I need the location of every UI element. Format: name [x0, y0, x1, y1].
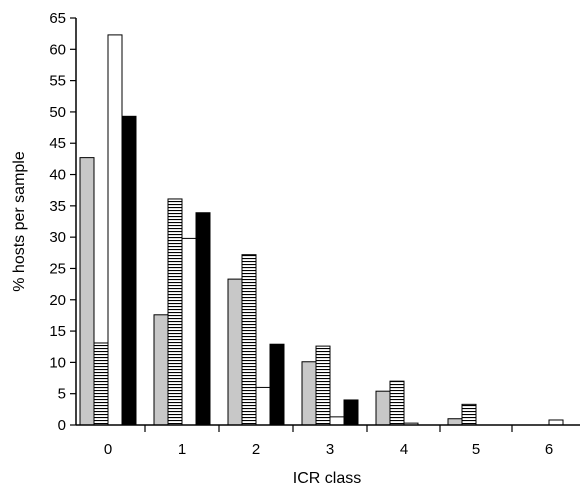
bar-series-2-class-0 [93, 342, 109, 426]
bar-series-4-class-2 [269, 343, 285, 426]
bars-group [79, 34, 564, 426]
bar-series-3-class-2 [255, 386, 271, 426]
x-tick-label: 4 [400, 441, 408, 458]
y-tick-label: 20 [49, 292, 66, 309]
bar-series-1-class-2 [227, 278, 243, 426]
y-tick-label: 35 [49, 198, 66, 215]
x-axis-title: ICR class [293, 470, 361, 487]
axes-group [75, 18, 580, 426]
bar-series-3-class-0 [107, 34, 123, 426]
bar-series-2-class-3 [315, 345, 331, 426]
bar-series-4-class-1 [195, 212, 211, 426]
bar-series-1-class-5 [447, 418, 463, 426]
y-tick-label: 40 [49, 167, 66, 184]
x-tick-label: 1 [178, 441, 186, 458]
x-tick-label: 6 [545, 441, 553, 458]
bar-series-3-class-3 [329, 416, 345, 426]
y-tick-label: 5 [58, 386, 66, 403]
bar-series-2-class-2 [241, 254, 257, 426]
x-tick-label: 5 [472, 441, 480, 458]
bar-series-1-class-0 [79, 157, 95, 426]
bar-series-2-class-1 [167, 198, 183, 426]
x-tick-label: 3 [326, 441, 334, 458]
bar-series-1-class-1 [153, 314, 169, 426]
bar-series-1-class-4 [375, 390, 391, 426]
x-tick-label: 0 [104, 441, 112, 458]
y-axis-title: % hosts per sample [11, 151, 28, 292]
bar-series-2-class-5 [461, 403, 477, 426]
bar-series-2-class-4 [389, 380, 405, 426]
y-tick-label: 50 [49, 104, 66, 121]
bar-series-4-class-3 [343, 399, 359, 426]
bar-series-4-class-0 [121, 115, 137, 426]
y-tick-label: 65 [49, 10, 66, 27]
bar-series-3-class-1 [181, 237, 197, 426]
y-tick-label: 0 [58, 417, 66, 434]
y-tick-label: 25 [49, 260, 66, 277]
bar-series-3-class-6 [548, 419, 564, 426]
y-tick-label: 10 [49, 354, 66, 371]
y-tick-label: 45 [49, 135, 66, 152]
y-tick-label: 15 [49, 323, 66, 340]
x-tick-label: 2 [252, 441, 260, 458]
y-tick-label: 60 [49, 41, 66, 58]
bar-series-1-class-3 [301, 361, 317, 426]
y-tick-label: 55 [49, 73, 66, 90]
y-tick-label: 30 [49, 229, 66, 246]
